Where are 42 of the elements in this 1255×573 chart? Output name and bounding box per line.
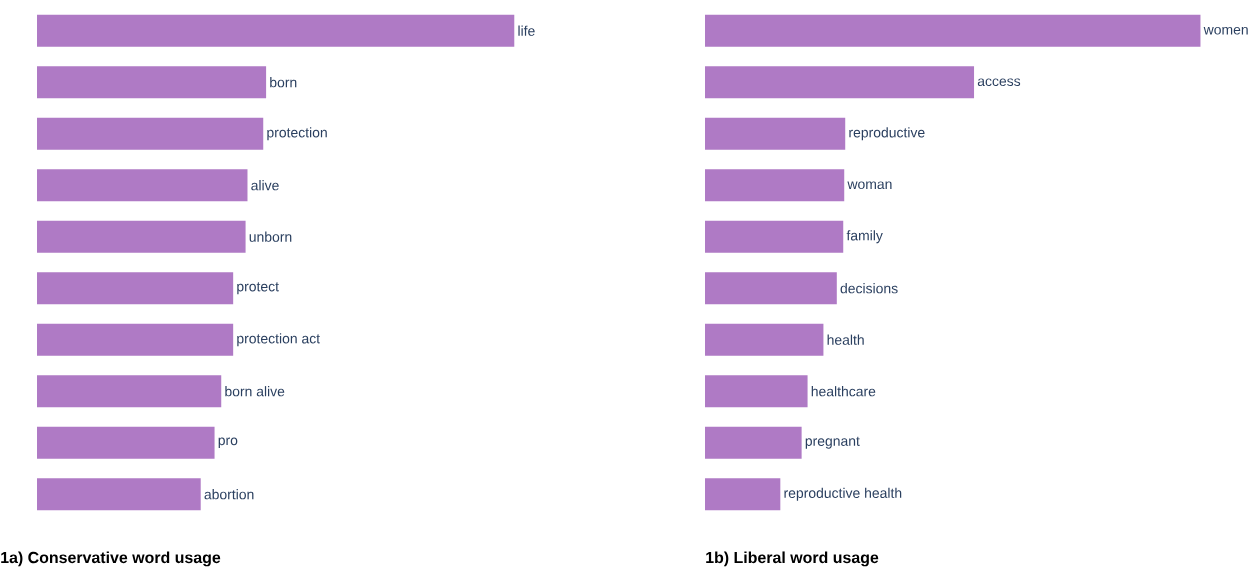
bar — [37, 117, 264, 150]
text: 1b) Liberal word usage — [706, 551, 879, 567]
bar — [37, 426, 215, 459]
bar — [37, 272, 234, 305]
bar — [37, 66, 267, 99]
y-tick-label: born — [270, 77, 297, 88]
bar — [705, 220, 844, 253]
bar — [37, 220, 246, 253]
y-tick-label: born alive — [225, 386, 285, 397]
bar — [705, 375, 808, 408]
y-tick-label: reproductive — [849, 127, 925, 141]
bar — [37, 14, 515, 47]
bar — [37, 323, 234, 356]
bar — [705, 478, 781, 511]
y-tick-label: women — [1203, 26, 1248, 35]
y-tick-label: life — [518, 25, 535, 36]
y-tick-label: woman — [847, 181, 892, 190]
y-tick-label: pregnant — [805, 436, 860, 449]
bar — [705, 14, 1201, 47]
y-tick-label: unborn — [249, 231, 292, 242]
y-tick-label: reproductive health — [784, 487, 902, 501]
bar — [705, 426, 802, 459]
y-tick-label: decisions — [840, 283, 898, 294]
bar — [705, 272, 837, 305]
bar — [37, 169, 248, 202]
y-tick-label: protection act — [237, 333, 320, 347]
y-tick-label: healthcare — [811, 386, 876, 397]
y-tick-label: family — [846, 230, 883, 244]
text: 1a) Conservative word usage — [1, 551, 221, 567]
bar — [705, 117, 846, 150]
bar — [705, 66, 975, 99]
y-tick-label: pro — [218, 437, 238, 448]
y-tick-label: health — [827, 334, 864, 345]
bar — [705, 323, 824, 356]
y-tick-label: alive — [251, 180, 279, 191]
bar — [37, 375, 222, 408]
bar — [37, 478, 201, 511]
y-tick-label: protection — [267, 127, 327, 141]
y-tick-label: protect — [237, 282, 279, 295]
y-tick-label: access — [977, 78, 1021, 87]
bar — [705, 169, 845, 202]
y-tick-label: abortion — [204, 489, 254, 500]
